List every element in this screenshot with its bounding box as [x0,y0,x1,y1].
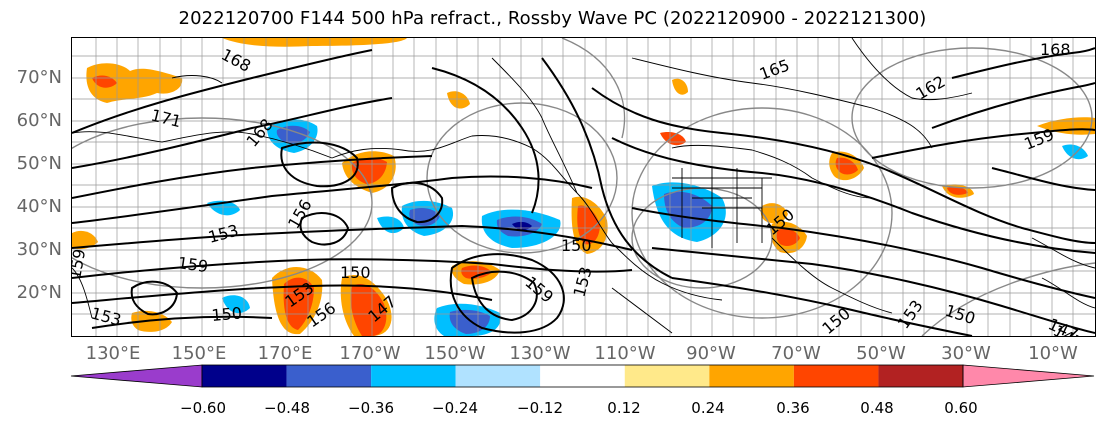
lat-label-30n: 30°N [16,239,62,260]
lon-label-10w: 10°W [1028,343,1078,364]
lon-label-150e: 150°E [171,343,227,364]
contour-label: 171 [149,105,183,131]
colorbar-tick-label: 0.48 [860,399,894,417]
lon-label-50w: 50°W [856,343,906,364]
contour-label: 150 [561,236,592,255]
negative-anomaly-patch [1062,144,1088,160]
contour-label: 153 [206,221,240,247]
contour-label: 153 [89,304,123,330]
colorbar-cell [793,365,879,387]
negative-anomaly-patch [276,125,310,144]
positive-anomaly-patch [461,265,492,279]
contour-label: 159 [72,247,89,280]
contour-label: 150 [943,301,978,329]
positive-anomaly-patch [672,78,688,95]
positive-anomaly-patch [350,284,387,336]
map-canvas: 168 171 168 168 162 159 156 153 159 150 … [72,38,1095,336]
colorbar-cell [286,365,372,387]
contour-label: 150 [340,263,371,282]
lon-label-70w: 70°W [771,343,821,364]
lat-label-50n: 50°N [16,153,62,174]
lon-label-90w: 90°W [686,343,736,364]
colorbar-cell [371,365,456,387]
colorbar-tick-label: 0.12 [607,399,641,417]
colorbar-cell [455,365,541,387]
contour-label: 153 [894,296,927,332]
contour-label: 159 [176,253,209,276]
colorbar-extend-low [70,364,203,388]
lon-label-170e: 170°E [257,343,313,364]
contour-label: 150 [211,303,243,325]
contour-label: 165 [757,55,792,83]
colorbar-tick-label: 0.24 [691,399,725,417]
colorbar-tick-label: 0.60 [944,399,978,417]
colorbar-tick-label: −0.12 [517,399,563,417]
lon-label-130w: 130°W [509,343,571,364]
lat-label-20n: 20°N [16,282,62,303]
positive-anomaly-patch [283,277,314,330]
colorbar-tick-label: −0.60 [180,399,226,417]
lat-label-40n: 40°N [16,196,62,217]
contour-label: 168 [218,45,254,76]
positive-anomaly-patch [86,63,183,103]
positive-anomaly-patch [92,75,117,88]
contour-label: 168 [1040,40,1071,59]
colorbar-tick-label: 0.36 [776,399,810,417]
negative-anomaly-patch [377,216,404,234]
coastlines [72,38,1095,334]
contour-label: 168 [243,115,277,151]
map-panel: 168 171 168 168 162 159 156 153 159 150 … [71,37,1096,337]
contour-label: 153 [570,265,596,299]
lon-label-110w: 110°W [594,343,656,364]
lat-label-60n: 60°N [16,110,62,131]
colorbar-extend-high [962,364,1095,388]
positive-anomaly-patch [447,91,470,109]
positive-anomaly-patch [72,230,98,250]
positive-anomaly-patch [760,203,788,224]
lon-label-150w: 150°W [424,343,486,364]
colorbar-cell [540,365,625,387]
colorbar-cell [624,365,710,387]
height-contours [72,47,1095,336]
colorbar [70,364,1095,388]
positive-anomaly-patch [835,157,858,175]
positive-anomaly-patch [947,186,968,195]
colorbar-tick-label: −0.36 [348,399,394,417]
lon-label-130e: 130°E [85,343,141,364]
positive-anomaly-patch [222,38,407,47]
lon-label-170w: 170°W [339,343,401,364]
negative-anomaly-patch [222,295,250,314]
lat-label-70n: 70°N [16,67,62,88]
colorbar-cell [202,365,287,387]
colorbar-cell [709,365,794,387]
colorbar-tick-label: −0.24 [432,399,478,417]
colorbar-outline [201,364,964,388]
colorbar-tick-label: −0.48 [264,399,310,417]
lon-label-30w: 30°W [941,343,991,364]
positive-anomaly-patch [776,228,800,246]
map-title: 2022120700 F144 500 hPa refract., Rossby… [178,8,927,29]
colorbar-cell [878,365,963,387]
